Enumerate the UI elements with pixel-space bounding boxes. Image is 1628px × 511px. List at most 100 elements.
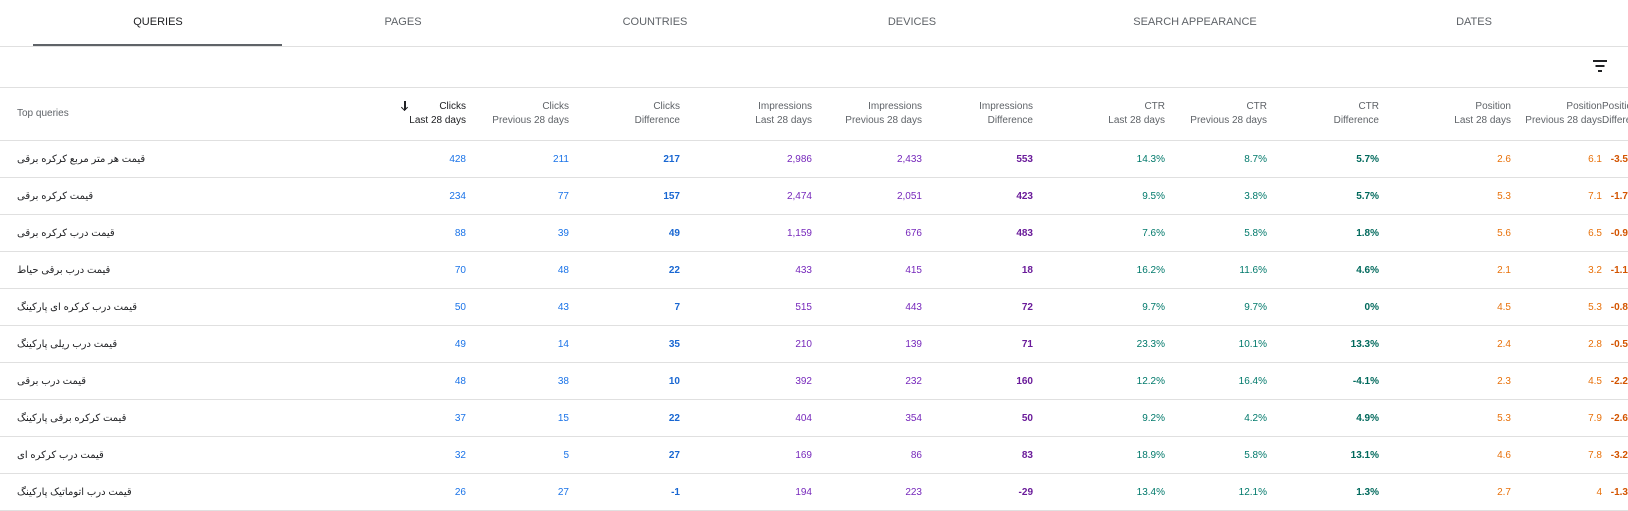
impressions-last-cell: 1,159 — [680, 214, 812, 252]
column-header-ctr-last[interactable]: CTR Last 28 days — [1033, 88, 1165, 141]
clicks-difference-cell: 49 — [569, 214, 680, 252]
impressions-last-cell: 210 — [680, 325, 812, 363]
impressions-previous-cell: 86 — [812, 436, 922, 474]
impressions-difference-cell: 483 — [922, 214, 1033, 252]
ctr-difference-cell: 1.8% — [1267, 214, 1379, 252]
active-tab-indicator — [33, 44, 282, 46]
ctr-difference-cell: 13.3% — [1267, 325, 1379, 363]
column-header-clicks-difference[interactable]: Clicks Difference — [569, 88, 680, 141]
column-header-position-last[interactable]: Position Last 28 days — [1379, 88, 1511, 141]
table-row[interactable]: قیمت درب ریلی پارکینگ 49 14 35 210 139 71 23.3%… — [0, 325, 1628, 363]
impressions-previous-cell: 415 — [812, 251, 922, 289]
tab-search-appearance[interactable]: SEARCH APPEARANCE — [1133, 16, 1257, 28]
ctr-last-cell: 23.3% — [1033, 325, 1165, 363]
ctr-previous-cell: 16.4% — [1165, 362, 1267, 400]
position-previous-cell: 2.8 — [1511, 325, 1602, 363]
clicks-difference-cell: 27 — [569, 436, 680, 474]
ctr-previous-cell: 10.1% — [1165, 325, 1267, 363]
impressions-difference-cell: 83 — [922, 436, 1033, 474]
impressions-last-cell: 2,986 — [680, 140, 812, 178]
tab-dates[interactable]: DATES — [1456, 16, 1492, 28]
column-header-impressions-last[interactable]: Impressions Last 28 days — [680, 88, 812, 141]
tab-pages[interactable]: PAGES — [384, 16, 422, 28]
ctr-previous-cell: 9.7% — [1165, 288, 1267, 326]
column-header-position-previous[interactable]: Position Previous 28 days — [1511, 88, 1602, 141]
ctr-last-cell: 9.7% — [1033, 288, 1165, 326]
position-previous-cell: 5.3 — [1511, 288, 1602, 326]
impressions-previous-cell: 2,051 — [812, 177, 922, 215]
ctr-last-cell: 14.3% — [1033, 140, 1165, 178]
clicks-difference-cell: 217 — [569, 140, 680, 178]
query-cell[interactable]: قیمت درب برقی حیاط — [0, 251, 334, 289]
ctr-last-cell: 7.6% — [1033, 214, 1165, 252]
impressions-difference-cell: 423 — [922, 177, 1033, 215]
position-difference-cell: -0.5 — [1602, 325, 1628, 363]
ctr-difference-cell: 5.7% — [1267, 140, 1379, 178]
column-header-impressions-difference[interactable]: Impressions Difference — [922, 88, 1033, 141]
clicks-previous-cell: 5 — [466, 436, 569, 474]
clicks-last-cell: 70 — [334, 251, 466, 289]
clicks-difference-cell: 22 — [569, 399, 680, 437]
query-cell[interactable]: قیمت درب برقی — [0, 362, 334, 400]
position-last-cell: 2.6 — [1379, 140, 1511, 178]
tab-devices[interactable]: DEVICES — [887, 16, 937, 28]
impressions-last-cell: 515 — [680, 288, 812, 326]
arrow-down-icon — [400, 101, 409, 111]
impressions-previous-cell: 676 — [812, 214, 922, 252]
position-last-cell: 2.3 — [1379, 362, 1511, 400]
filter-list-icon[interactable] — [1592, 60, 1608, 72]
column-header-ctr-previous[interactable]: CTR Previous 28 days — [1165, 88, 1267, 141]
position-last-cell: 5.3 — [1379, 177, 1511, 215]
clicks-last-cell: 234 — [334, 177, 466, 215]
impressions-difference-cell: 160 — [922, 362, 1033, 400]
query-cell[interactable]: قیمت کرکره برقی — [0, 177, 334, 215]
position-previous-cell: 7.8 — [1511, 436, 1602, 474]
position-previous-cell: 7.9 — [1511, 399, 1602, 437]
clicks-difference-cell: -1 — [569, 473, 680, 511]
table-row[interactable]: قیمت کرکره برقی 234 77 157 2,474 2,051 423 9.5%… — [0, 177, 1628, 215]
ctr-previous-cell: 11.6% — [1165, 251, 1267, 289]
impressions-previous-cell: 443 — [812, 288, 922, 326]
table-row[interactable]: قیمت درب برقی حیاط 70 48 22 433 415 18 16.2% 11.… — [0, 251, 1628, 289]
column-header-clicks-previous[interactable]: Clicks Previous 28 days — [466, 88, 569, 141]
impressions-last-cell: 2,474 — [680, 177, 812, 215]
ctr-last-cell: 12.2% — [1033, 362, 1165, 400]
column-header-position-difference[interactable]: PositionDifference — [1602, 88, 1628, 141]
impressions-difference-cell: 71 — [922, 325, 1033, 363]
query-cell[interactable]: قیمت کرکره برقی پارکینگ — [0, 399, 334, 437]
column-header-top-queries: Top queries — [0, 88, 334, 141]
table-row[interactable]: قیمت درب اتوماتیک پارکینگ 26 27 -1 194 223 -29… — [0, 473, 1628, 511]
tab-queries[interactable]: QUERIES — [133, 16, 183, 28]
query-cell[interactable]: قیمت درب اتوماتیک پارکینگ — [0, 473, 334, 511]
query-cell[interactable]: قیمت درب ریلی پارکینگ — [0, 325, 334, 363]
query-cell[interactable]: قیمت درب کرکره برقی — [0, 214, 334, 252]
clicks-previous-cell: 27 — [466, 473, 569, 511]
column-header-impressions-previous[interactable]: Impressions Previous 28 days — [812, 88, 922, 141]
position-previous-cell: 7.1 — [1511, 177, 1602, 215]
column-header-ctr-difference[interactable]: CTR Difference — [1267, 88, 1379, 141]
ctr-last-cell: 13.4% — [1033, 473, 1165, 511]
ctr-previous-cell: 8.7% — [1165, 140, 1267, 178]
impressions-difference-cell: -29 — [922, 473, 1033, 511]
table-row[interactable]: قیمت درب کرکره برقی 88 39 49 1,159 676 483 7.6%… — [0, 214, 1628, 252]
query-cell[interactable]: قیمت درب کرکره ای — [0, 436, 334, 474]
table-row[interactable]: قیمت کرکره برقی پارکینگ 37 15 22 404 354 50 9.2… — [0, 399, 1628, 437]
query-cell[interactable]: قیمت درب کرکره ای پارکینگ — [0, 288, 334, 326]
position-previous-cell: 4.5 — [1511, 362, 1602, 400]
clicks-last-cell: 32 — [334, 436, 466, 474]
impressions-previous-cell: 354 — [812, 399, 922, 437]
position-last-cell: 5.3 — [1379, 399, 1511, 437]
column-header-clicks-last[interactable]: Clicks Last 28 days — [334, 88, 466, 141]
position-last-cell: 2.7 — [1379, 473, 1511, 511]
ctr-previous-cell: 4.2% — [1165, 399, 1267, 437]
clicks-difference-cell: 10 — [569, 362, 680, 400]
table-row[interactable]: قیمت درب کرکره ای 32 5 27 169 86 83 18.9% 5.8% 13… — [0, 436, 1628, 474]
tab-countries[interactable]: COUNTRIES — [622, 16, 688, 28]
query-cell[interactable]: قیمت هر متر مربع کرکره برقی — [0, 140, 334, 178]
position-difference-cell: -3.5 — [1602, 140, 1628, 178]
clicks-difference-cell: 22 — [569, 251, 680, 289]
table-row[interactable]: قیمت درب کرکره ای پارکینگ 50 43 7 515 443 72 9.… — [0, 288, 1628, 326]
impressions-last-cell: 392 — [680, 362, 812, 400]
table-row[interactable]: قیمت درب برقی 48 38 10 392 232 160 12.2% 16.4% -4… — [0, 362, 1628, 400]
table-row[interactable]: قیمت هر متر مربع کرکره برقی 428 211 217 2,98… — [0, 140, 1628, 178]
